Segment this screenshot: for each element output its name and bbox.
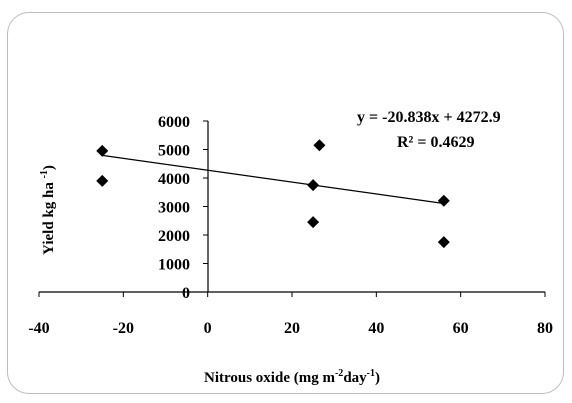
data-point-diamond [96, 144, 109, 157]
y-axis-title-text: Yield kg ha [41, 178, 57, 255]
axes [38, 120, 546, 297]
x-axis-title-superscript-1: -2 [335, 368, 343, 379]
data-point-diamond [307, 216, 320, 229]
x-tick-label: 0 [204, 320, 212, 337]
data-point-diamond [437, 236, 450, 249]
trendline [102, 154, 444, 205]
trendline-equation: y = -20.838x + 4272.9 [357, 109, 501, 126]
data-point-diamond [307, 179, 320, 192]
y-axis-title-close: ) [41, 165, 57, 170]
y-tick-label: 3000 [158, 200, 190, 217]
data-points [96, 139, 450, 249]
x-tick-label: 40 [368, 320, 384, 337]
x-tick-label: -20 [113, 320, 134, 337]
data-point-diamond [437, 194, 450, 207]
y-axis-title: Yield kg ha -1) [39, 165, 57, 255]
chart-frame [7, 12, 564, 394]
x-axis-title-text-2: day [343, 370, 367, 386]
y-tick-label: 4000 [158, 171, 190, 188]
data-point-diamond [96, 174, 109, 187]
x-axis-title: Nitrous oxide (mg m-2day-1) [204, 368, 380, 386]
y-tick-label: 5000 [158, 143, 190, 160]
tick-labels: -40 -20 0 20 40 60 80 0 1000 2000 3000 4000 5000 6000 [28, 114, 553, 337]
r-squared-label: R² = 0.4629 [397, 134, 474, 151]
y-tick-label: 2000 [158, 228, 190, 245]
x-axis-title-text: Nitrous oxide (mg m [204, 370, 335, 386]
x-tick-label: 60 [453, 320, 469, 337]
y-tick-label: 1000 [158, 257, 190, 274]
trendline-group [102, 154, 444, 205]
y-tick-label: 0 [182, 285, 190, 302]
x-axis-title-close: ) [375, 370, 380, 386]
data-point-diamond [313, 139, 326, 152]
x-axis-title-superscript-2: -1 [367, 368, 375, 379]
x-tick-label: 20 [284, 320, 300, 337]
x-tick-label: -40 [28, 320, 49, 337]
x-tick-label: 80 [537, 320, 553, 337]
y-axis-title-superscript: -1 [39, 170, 50, 178]
y-tick-label: 6000 [158, 114, 190, 131]
